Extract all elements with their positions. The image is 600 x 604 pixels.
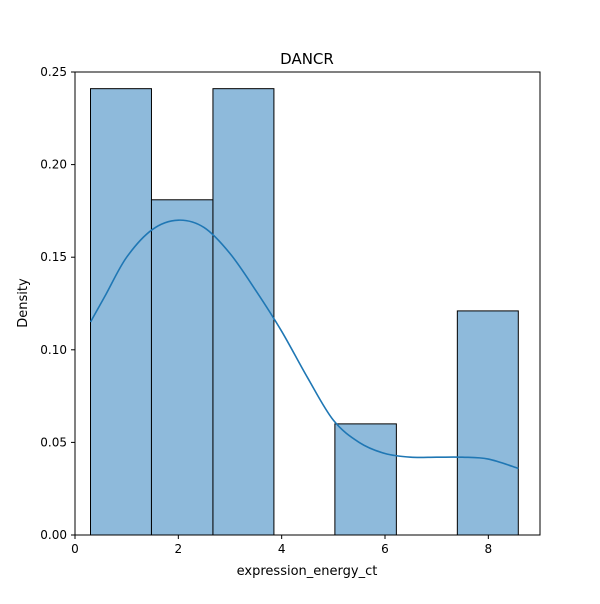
y-tick-label-2: 0.10 <box>40 343 67 357</box>
y-tick-label-5: 0.25 <box>40 65 67 79</box>
x-tick-label-0: 0 <box>71 542 79 556</box>
y-tick-label-4: 0.20 <box>40 158 67 172</box>
kde-layer <box>89 219 519 470</box>
x-axis-label: expression_energy_ct <box>237 564 378 579</box>
histogram-bar-2 <box>212 88 275 536</box>
y-tick-label-1: 0.05 <box>40 435 67 449</box>
x-tick-label-4: 8 <box>485 542 493 556</box>
histogram-bar-6 <box>456 310 519 536</box>
bars-layer <box>90 88 519 536</box>
y-axis-label: Density <box>16 278 31 328</box>
histogram-bar-1 <box>150 199 214 536</box>
y-tick-label-3: 0.15 <box>40 250 67 264</box>
histogram-bar-0 <box>90 88 152 536</box>
histogram-bar-4 <box>334 423 397 536</box>
y-tick-label-0: 0.00 <box>40 528 67 542</box>
chart-title: DANCR <box>280 50 334 68</box>
x-tick-label-2: 4 <box>278 542 286 556</box>
x-tick-label-3: 6 <box>381 542 389 556</box>
x-tick-label-1: 2 <box>175 542 183 556</box>
x-axis: 0 2 4 6 8 <box>71 535 492 556</box>
kde-curve <box>89 219 519 470</box>
plot-frame <box>74 71 541 536</box>
y-axis: 0.00 0.05 0.10 0.15 0.20 0.25 <box>40 65 75 542</box>
